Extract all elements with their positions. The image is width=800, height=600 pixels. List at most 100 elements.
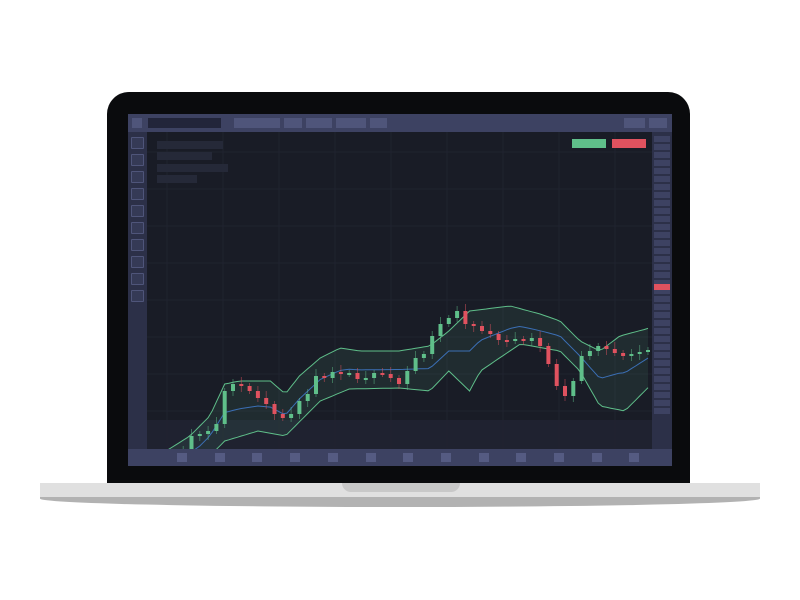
candle-body — [538, 338, 543, 346]
candlestick-chart[interactable] — [147, 132, 652, 449]
candle-body — [554, 364, 559, 386]
time-tick — [591, 453, 602, 462]
time-tick — [177, 453, 187, 462]
laptop-notch — [342, 483, 460, 492]
tool-square-icon[interactable] — [131, 205, 144, 217]
tool-square-icon[interactable] — [131, 137, 144, 149]
candle-body — [529, 338, 534, 341]
candle-body — [338, 372, 343, 374]
legend-placeholder — [157, 164, 228, 172]
price-tick — [654, 320, 670, 326]
candle-body — [289, 414, 294, 418]
candle-body — [587, 351, 592, 356]
toolbar-button[interactable] — [336, 118, 366, 128]
candle-body — [280, 414, 285, 418]
candle-body — [189, 436, 194, 449]
price-tick — [654, 176, 670, 182]
price-tick — [654, 368, 670, 374]
candle-body — [305, 394, 310, 401]
candle-body — [355, 373, 360, 379]
price-tick — [654, 208, 670, 214]
candle-body — [563, 386, 567, 396]
price-tick — [654, 248, 670, 254]
symbol-search-input[interactable] — [148, 118, 221, 128]
time-axis[interactable] — [128, 449, 672, 466]
toolbar-button[interactable] — [306, 118, 332, 128]
candle-body — [397, 378, 401, 384]
candle-body — [621, 353, 626, 356]
candle-body — [480, 326, 484, 331]
tool-square-icon[interactable] — [131, 171, 144, 183]
price-tick — [654, 168, 670, 174]
time-tick — [327, 453, 338, 462]
candle-body — [231, 384, 235, 391]
price-tick — [654, 360, 670, 366]
candle-body — [579, 356, 584, 381]
candle-body — [372, 373, 377, 378]
price-tick — [654, 408, 670, 414]
price-tick — [654, 344, 670, 350]
toolbar-button[interactable] — [370, 118, 387, 128]
time-tick — [554, 453, 564, 462]
tool-square-icon[interactable] — [131, 290, 144, 302]
price-tick — [654, 392, 670, 398]
toolbar-button[interactable] — [234, 118, 280, 128]
price-tick — [654, 152, 670, 158]
middle-band-line — [194, 325, 649, 449]
candle-body — [546, 346, 551, 364]
price-axis[interactable] — [652, 132, 672, 449]
tool-square-icon[interactable] — [131, 256, 144, 268]
top-toolbar — [128, 114, 672, 132]
toolbar-button[interactable] — [649, 118, 667, 128]
buy-button[interactable] — [572, 139, 606, 148]
tool-square-icon[interactable] — [131, 188, 144, 200]
candle-body — [405, 371, 410, 384]
tool-square-icon[interactable] — [131, 222, 144, 234]
candle-body — [471, 324, 476, 326]
price-tick — [654, 304, 670, 310]
price-tick — [654, 144, 670, 150]
candle-body — [488, 331, 493, 334]
candle-body — [347, 373, 352, 375]
toolbar-button[interactable] — [284, 118, 302, 128]
candle-body — [363, 378, 368, 380]
time-tick — [516, 453, 527, 462]
price-tick — [654, 352, 670, 358]
sell-button[interactable] — [612, 139, 646, 148]
menu-button[interactable] — [132, 118, 142, 128]
candle-body — [513, 339, 518, 341]
tool-square-icon[interactable] — [131, 239, 144, 251]
candle-body — [264, 398, 269, 404]
laptop-base-bottom — [40, 497, 760, 507]
candle-body — [214, 424, 219, 431]
time-tick — [252, 453, 263, 462]
current-price-marker — [654, 284, 670, 290]
tool-square-icon[interactable] — [131, 273, 144, 285]
price-tick — [654, 296, 670, 302]
time-tick — [290, 453, 301, 462]
price-tick — [654, 136, 670, 142]
candle-body — [255, 391, 260, 398]
price-tick — [654, 184, 670, 190]
candle-body — [247, 386, 252, 391]
candle-body — [322, 376, 327, 378]
candle-body — [197, 434, 202, 436]
price-tick — [654, 376, 670, 382]
drawing-toolbar — [128, 132, 147, 449]
candle-body — [455, 311, 460, 318]
time-tick — [440, 453, 451, 462]
legend-placeholder — [157, 141, 223, 149]
toolbar-button[interactable] — [624, 118, 645, 128]
candle-body — [604, 346, 609, 349]
candle-body — [629, 354, 634, 356]
price-tick — [654, 272, 670, 278]
price-tick — [654, 216, 670, 222]
tool-square-icon[interactable] — [131, 154, 144, 166]
time-tick — [403, 453, 414, 462]
price-tick — [654, 264, 670, 270]
time-tick — [214, 453, 225, 462]
candle-body — [571, 381, 576, 396]
time-tick — [629, 453, 640, 462]
candle-body — [637, 352, 642, 354]
legend-placeholder — [157, 152, 212, 160]
